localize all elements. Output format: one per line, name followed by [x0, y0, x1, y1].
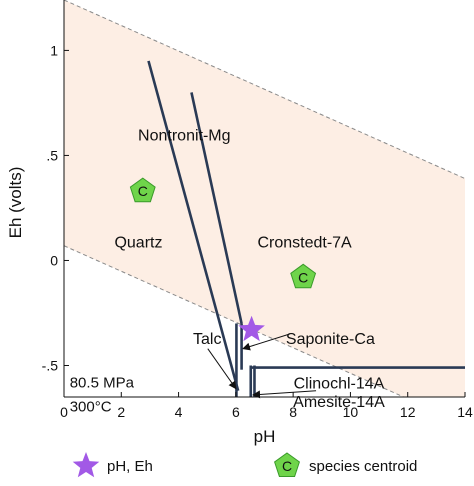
legend-label-centroid: species centroid — [309, 458, 417, 475]
x-tick-label: 8 — [289, 404, 297, 420]
pointer-arrow — [242, 333, 290, 351]
pointer-arrow — [252, 390, 317, 399]
phase-boundary — [147, 60, 240, 392]
condition-label: 300°C — [70, 398, 112, 415]
field-label: Clinochl-14A — [294, 375, 385, 392]
stability-field — [64, 0, 465, 397]
field-label: Cronstedt-7A — [257, 235, 352, 252]
field-label: Saponite-Ca — [286, 331, 375, 348]
y-tick-label: .5 — [46, 147, 58, 163]
field-label: Quartz — [114, 235, 162, 252]
pointer-arrow — [207, 348, 237, 390]
field-label: Talc — [193, 331, 221, 348]
y-tick-label: 1 — [50, 42, 58, 58]
phase-boundary — [190, 92, 243, 324]
centroid-pentagon — [290, 263, 317, 289]
legend-star-icon — [72, 452, 100, 478]
x-tick-label: 10 — [343, 404, 359, 420]
y-axis-title: Eh (volts) — [6, 167, 25, 239]
species-centroid-marker: C — [290, 263, 317, 289]
field-label: Amesite-14A — [293, 394, 385, 411]
x-tick-label: 6 — [232, 404, 240, 420]
centroid-letter: C — [138, 183, 148, 199]
x-tick-label: 4 — [175, 404, 183, 420]
x-tick-label: 14 — [457, 404, 473, 420]
x-tick-label: 12 — [400, 404, 416, 420]
ph-eh-star — [238, 315, 265, 342]
y-tick-label: 0 — [50, 252, 58, 268]
legend-label-ph-eh: pH, Eh — [107, 458, 153, 475]
centroid-pentagon — [129, 177, 156, 203]
water-limit-upper — [64, 0, 465, 180]
centroid-letter: C — [298, 269, 308, 285]
centroid-letter: C — [282, 458, 292, 474]
x-axis-title: pH — [254, 427, 276, 446]
y-tick-label: -.5 — [42, 357, 59, 373]
x-tick-label: 0 — [60, 404, 68, 420]
x-tick-label: 2 — [117, 404, 125, 420]
species-centroid-marker: C — [129, 177, 156, 203]
field-label: Nontronit-Mg — [138, 127, 230, 144]
water-limit-lower — [64, 245, 405, 397]
condition-label: 80.5 MPa — [70, 374, 135, 391]
centroid-pentagon — [274, 452, 300, 477]
legend-pentagon-icon: C — [274, 452, 300, 477]
